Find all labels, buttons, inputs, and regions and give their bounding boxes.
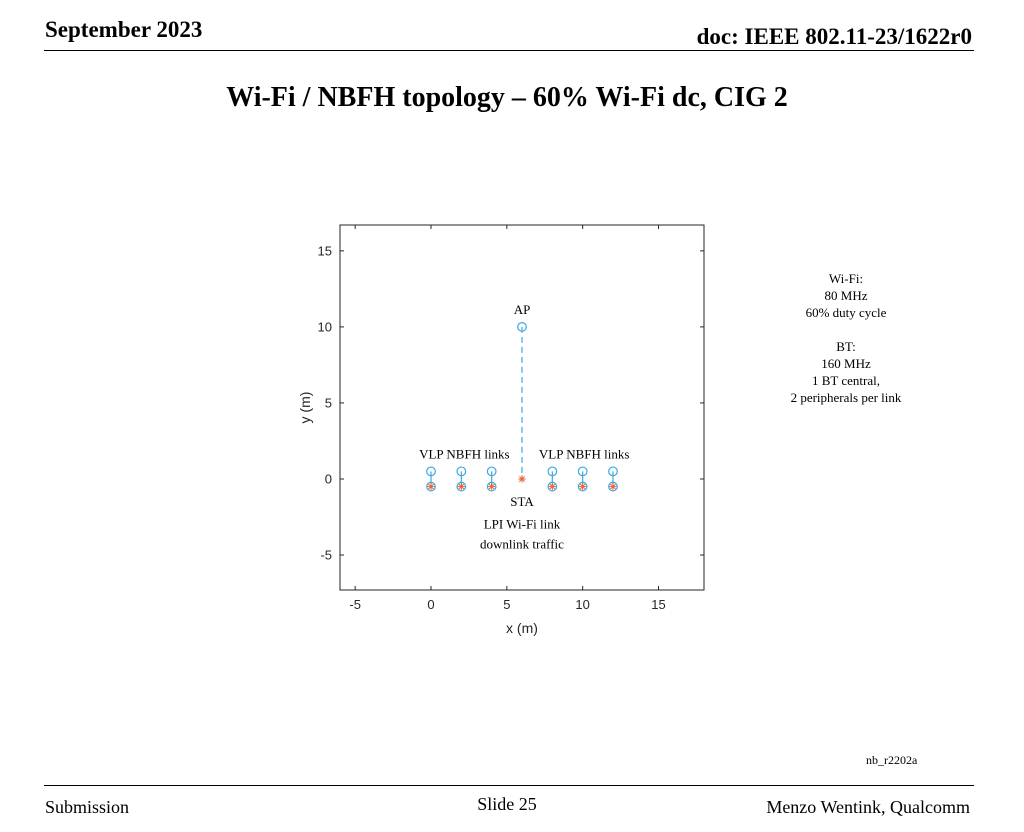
x-tick-label: 10 bbox=[575, 597, 589, 612]
plot-annotation: VLP NBFH links bbox=[539, 447, 630, 462]
sta-marker bbox=[518, 475, 526, 483]
bt-central-marker bbox=[456, 466, 467, 477]
x-tick-label: -5 bbox=[349, 597, 361, 612]
footer-author: Menzo Wentink, Qualcomm bbox=[766, 797, 970, 817]
bt-peripheral-marker bbox=[427, 482, 435, 491]
side-note-line bbox=[766, 321, 926, 338]
y-tick-label: 5 bbox=[325, 395, 332, 410]
side-note-line: 1 BT central, bbox=[812, 373, 880, 388]
plot-frame bbox=[339, 224, 705, 591]
header-doc-id: doc: IEEE 802.11-23/1622r0 bbox=[696, 24, 972, 49]
side-note: Wi-Fi: 80 MHz 60% duty cycle BT: 160 MHz… bbox=[766, 270, 926, 406]
figure-id: nb_r2202a bbox=[866, 753, 918, 767]
bt-peripheral-marker bbox=[488, 482, 496, 491]
bt-peripheral-ring bbox=[577, 481, 588, 492]
y-tick-label: 10 bbox=[318, 319, 332, 334]
plot-annotation: LPI Wi-Fi link bbox=[484, 517, 561, 532]
bt-peripheral-ring bbox=[426, 481, 436, 492]
bt-peripheral-marker bbox=[548, 482, 556, 491]
y-tick-label: 0 bbox=[325, 471, 332, 486]
footer-slide-number: Slide 25 bbox=[477, 794, 537, 814]
plot-annotation: AP bbox=[514, 302, 531, 317]
bt-central-marker bbox=[486, 466, 497, 477]
y-tick-label: -5 bbox=[320, 548, 332, 563]
footer-submission: Submission bbox=[45, 797, 130, 817]
y-tick-label: 15 bbox=[318, 243, 332, 258]
side-note-line: 80 MHz bbox=[824, 288, 868, 303]
bt-central-marker bbox=[608, 466, 618, 477]
side-note-line: 60% duty cycle bbox=[805, 305, 887, 320]
bt-peripheral-ring bbox=[608, 481, 618, 492]
bt-central-marker bbox=[547, 466, 558, 477]
ap-marker bbox=[517, 321, 527, 332]
header-date: September 2023 bbox=[45, 17, 203, 42]
bt-peripheral-marker bbox=[579, 482, 587, 491]
x-axis-label: x (m) bbox=[506, 620, 538, 636]
side-note-line: BT: bbox=[836, 339, 856, 354]
x-tick-label: 15 bbox=[651, 597, 665, 612]
bt-peripheral-marker bbox=[457, 482, 465, 491]
bt-central-marker bbox=[426, 466, 436, 477]
bt-central-marker bbox=[577, 466, 588, 477]
plot-annotation: STA bbox=[510, 494, 534, 509]
header-rule bbox=[44, 50, 974, 51]
plot-annotation: downlink traffic bbox=[480, 536, 564, 551]
x-tick-label: 5 bbox=[503, 597, 510, 612]
x-tick-label: 0 bbox=[427, 597, 434, 612]
bt-peripheral-ring bbox=[486, 481, 497, 492]
plot-annotation: VLP NBFH links bbox=[419, 447, 510, 462]
bt-peripheral-ring bbox=[456, 481, 467, 492]
bt-peripheral-marker bbox=[609, 482, 617, 491]
footer-rule bbox=[44, 785, 974, 786]
side-note-line: 2 peripherals per link bbox=[790, 390, 902, 405]
side-note-line: Wi-Fi: bbox=[828, 271, 864, 286]
side-note-line: 160 MHz bbox=[821, 356, 871, 371]
slide-title: Wi-Fi / NBFH topology – 60% Wi-Fi dc, CI… bbox=[226, 82, 788, 113]
y-axis-label: y (m) bbox=[297, 392, 313, 424]
bt-peripheral-ring bbox=[547, 481, 558, 492]
